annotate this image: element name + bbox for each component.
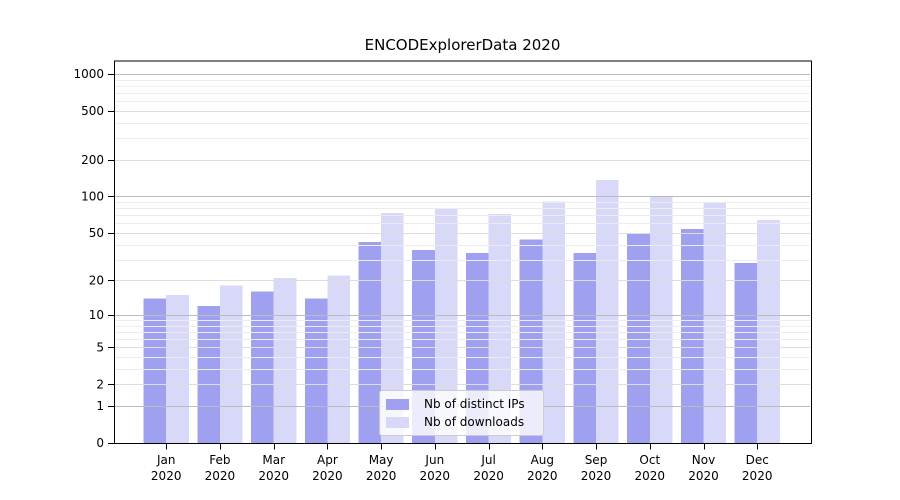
legend-entry-downloads: Nb of downloads [386, 413, 536, 431]
legend-swatch-distinct-ips-icon [386, 398, 409, 410]
x-tick-label-may: May 2020 [366, 453, 397, 483]
chart-title: ENCODExplorerData 2020 [364, 36, 561, 54]
x-tick-label-feb: Feb 2020 [205, 453, 236, 483]
bar-distinct-ips-nov [680, 228, 704, 443]
bar-distinct-ips-sep [573, 253, 596, 443]
x-tick-label-jun: Jun 2020 [420, 453, 451, 483]
bar-downloads-dec [757, 220, 780, 443]
legend-label-downloads: Nb of downloads [424, 415, 525, 429]
gridlines-group [115, 74, 810, 407]
x-tick-label-sep: Sep 2020 [581, 453, 612, 483]
y-tick-label-10: 10 [89, 308, 104, 322]
x-tick-label-nov: Nov 2020 [688, 453, 719, 483]
bar-downloads-may [381, 213, 404, 443]
y-tick-label-1000: 1000 [73, 67, 104, 81]
y-tick-label-100: 100 [81, 190, 104, 204]
bar-downloads-nov [703, 202, 727, 443]
x-tick-label-oct: Oct 2020 [635, 453, 666, 483]
bar-distinct-ips-may [358, 242, 382, 443]
y-tick-label-0: 0 [96, 436, 104, 450]
bar-downloads-jan [166, 294, 189, 443]
bar-distinct-ips-oct [627, 233, 650, 443]
y-tick-label-2: 2 [96, 378, 104, 392]
y-tick-label-5: 5 [96, 341, 104, 355]
x-tick-label-mar: Mar 2020 [258, 453, 289, 483]
plot-frame [114, 60, 812, 444]
bar-downloads-mar [273, 277, 297, 443]
bar-downloads-aug [542, 201, 565, 443]
x-tick-label-apr: Apr 2020 [312, 453, 343, 483]
bar-downloads-apr [327, 275, 350, 443]
bar-distinct-ips-feb [197, 306, 220, 443]
legend-entry-distinct-ips: Nb of distinct IPs [386, 395, 536, 413]
x-tick-label-jul: Jul 2020 [473, 453, 504, 483]
bar-distinct-ips-mar [251, 291, 274, 443]
x-tick-label-dec: Dec 2020 [742, 453, 773, 483]
axes-group [108, 60, 812, 450]
y-tick-label-1: 1 [96, 399, 104, 413]
x-tick-label-aug: Aug 2020 [527, 453, 558, 483]
chart-legend: Nb of distinct IPs Nb of downloads [379, 390, 544, 436]
bar-downloads-sep [596, 179, 619, 444]
y-tick-label-20: 20 [89, 274, 104, 288]
y-tick-label-200: 200 [81, 153, 104, 167]
bar-downloads-jul [488, 213, 512, 443]
legend-label-distinct-ips: Nb of distinct IPs [424, 397, 525, 411]
legend-swatch-downloads-icon [386, 416, 409, 428]
x-tick-label-jan: Jan 2020 [151, 453, 182, 483]
tick-labels-group: 0 1 2 5 10 20 50 100 200 500 1000 Jan 2020 Feb 2020 Mar… [73, 67, 772, 483]
bar-distinct-ips-dec [734, 263, 758, 443]
y-tick-label-50: 50 [89, 226, 104, 240]
bar-downloads-feb [219, 285, 243, 443]
y-tick-label-500: 500 [81, 104, 104, 118]
